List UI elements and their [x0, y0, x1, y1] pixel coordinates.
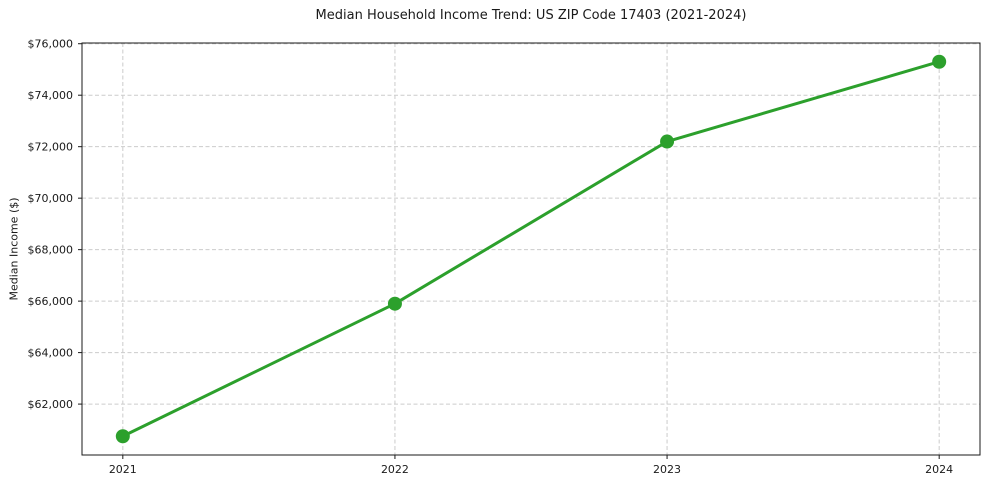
x-tick-label: 2022	[381, 463, 409, 476]
y-tick-label: $64,000	[28, 347, 74, 360]
plot-border	[81, 42, 981, 456]
x-tick-label: 2024	[925, 463, 953, 476]
y-tick-label: $70,000	[28, 192, 74, 205]
x-tick-label: 2023	[653, 463, 681, 476]
y-tick-label: $68,000	[28, 244, 74, 257]
trend-line	[121, 60, 941, 438]
data-point	[660, 134, 675, 149]
y-tick-label: $62,000	[28, 398, 74, 411]
y-tick-label: $66,000	[28, 295, 74, 308]
y-tick-label: $74,000	[28, 89, 74, 102]
data-point	[932, 54, 947, 69]
y-axis-label: Median Income ($)	[7, 197, 21, 301]
x-tick-label: 2021	[109, 463, 137, 476]
chart-title: Median Household Income Trend: US ZIP Co…	[315, 8, 747, 23]
y-tick-label: $72,000	[28, 141, 74, 154]
data-point	[115, 429, 130, 444]
data-point	[387, 296, 402, 311]
y-tick-label: $76,000	[28, 38, 74, 51]
